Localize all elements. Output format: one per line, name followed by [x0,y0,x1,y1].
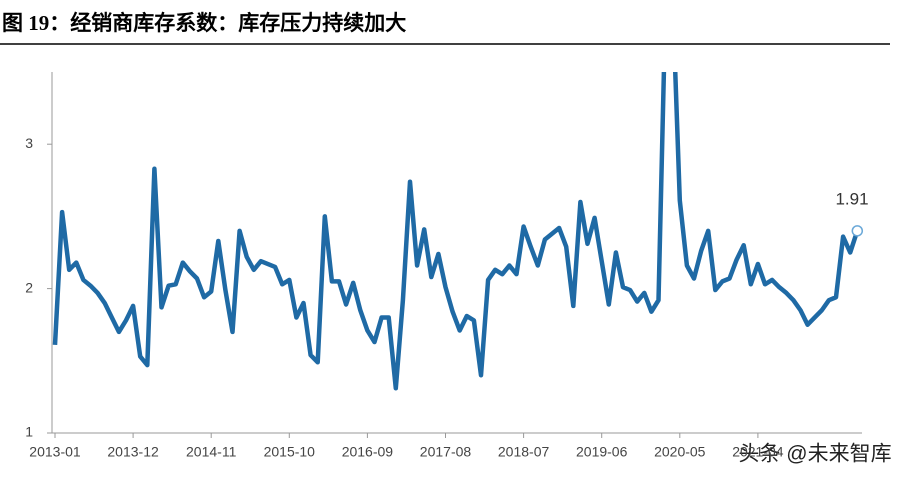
x-tick-label: 2015-10 [264,444,316,460]
chart-title: 图 19：经销商库存系数：库存压力持续加大 [2,11,406,35]
y-tick-label: 2 [25,279,33,295]
y-tick-label: 3 [25,135,33,151]
x-tick-label: 2020-05 [654,444,706,460]
watermark: 头条 @未来智库 [738,443,891,466]
last-point [851,225,864,237]
line [52,72,860,391]
x-tick-label: 2014-11 [186,444,237,460]
y-tick-label: 1 [25,424,33,440]
x-tick-label: 2013-12 [107,444,159,460]
x-tick-label: 2019-06 [576,444,628,460]
plot-area [52,72,860,391]
x-tick-label: 2016-09 [342,444,394,460]
x-tick-label: 2017-08 [420,444,472,460]
x-tick-label: 2013-01 [29,444,81,460]
annotation: 1.91 [835,189,868,208]
x-tick-label: 2021-04 [732,444,784,460]
x-tick-label: 2018-07 [498,444,550,460]
